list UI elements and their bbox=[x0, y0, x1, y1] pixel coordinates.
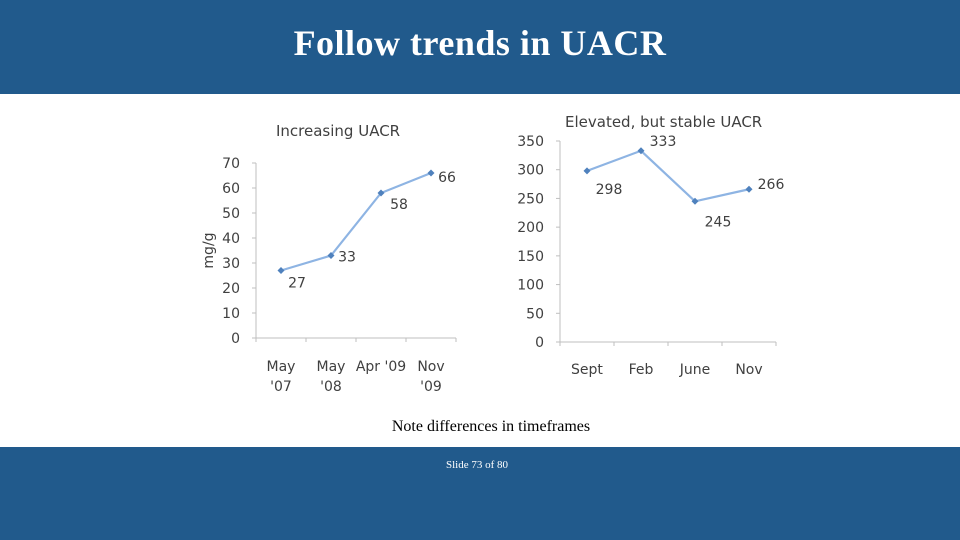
data-point bbox=[427, 169, 435, 177]
slide-title: Follow trends in UACR bbox=[293, 23, 667, 63]
chart-increasing-uacr: Increasing UACR 0 10 20 30 40 50 60 70 mg/g May '07… bbox=[201, 122, 457, 395]
series-line bbox=[280, 171, 432, 272]
y-tick-label: 40 bbox=[222, 231, 240, 247]
title-band: Follow trends in UACR bbox=[0, 0, 960, 94]
x-tick-label: May bbox=[317, 359, 346, 375]
data-label: 33 bbox=[338, 250, 356, 266]
y-tick-label: 100 bbox=[517, 278, 544, 294]
data-label: 298 bbox=[596, 182, 623, 198]
data-point bbox=[277, 267, 285, 274]
y-tick-label: 50 bbox=[222, 206, 240, 222]
data-label: 333 bbox=[650, 134, 677, 150]
y-axis-label: mg/g bbox=[201, 232, 217, 268]
data-label: 27 bbox=[288, 276, 306, 292]
x-tick-label: '09 bbox=[420, 379, 442, 395]
data-label: 58 bbox=[390, 197, 408, 213]
chart-title: Increasing UACR bbox=[276, 122, 400, 140]
data-point bbox=[637, 147, 645, 155]
note-text: Note differences in timeframes bbox=[391, 418, 591, 435]
chart-title: Elevated, but stable UACR bbox=[565, 113, 762, 131]
y-tick-label: 0 bbox=[231, 331, 240, 347]
y-tick-label: 10 bbox=[222, 306, 240, 322]
y-tick-label: 30 bbox=[222, 256, 240, 272]
data-point bbox=[745, 185, 753, 193]
x-tick-label: June bbox=[679, 362, 711, 378]
footer-band: Slide 73 of 80 bbox=[0, 447, 960, 540]
y-tick-label: 60 bbox=[222, 181, 240, 197]
y-tick-label: 350 bbox=[517, 134, 544, 150]
y-tick-label: 300 bbox=[517, 163, 544, 179]
x-tick-label: '08 bbox=[320, 379, 342, 395]
series-line bbox=[586, 149, 750, 203]
data-point bbox=[377, 189, 385, 197]
x-tick-label: Nov bbox=[735, 362, 762, 378]
data-point bbox=[327, 252, 335, 259]
x-tick-label: Sept bbox=[571, 362, 603, 378]
y-tick-label: 0 bbox=[535, 335, 544, 351]
y-tick-label: 20 bbox=[222, 281, 240, 297]
data-point bbox=[691, 197, 699, 205]
y-tick-label: 70 bbox=[222, 156, 240, 172]
x-tick-label: Feb bbox=[629, 362, 654, 378]
data-label: 66 bbox=[438, 170, 456, 186]
slide-number: Slide 73 of 80 bbox=[446, 459, 509, 471]
y-tick-label: 50 bbox=[526, 306, 544, 322]
x-tick-label: Nov bbox=[417, 359, 444, 375]
chart-stable-uacr: Elevated, but stable UACR 0 50 100 150 200 250… bbox=[517, 113, 784, 378]
x-tick-label: May bbox=[267, 359, 296, 375]
data-point bbox=[583, 167, 591, 175]
x-tick-label: Apr '09 bbox=[356, 359, 406, 375]
x-tick-label: '07 bbox=[270, 379, 292, 395]
y-tick-label: 150 bbox=[517, 249, 544, 265]
data-label: 266 bbox=[758, 177, 785, 193]
y-tick-label: 250 bbox=[517, 191, 544, 207]
data-label: 245 bbox=[705, 214, 732, 230]
y-tick-label: 200 bbox=[517, 220, 544, 236]
